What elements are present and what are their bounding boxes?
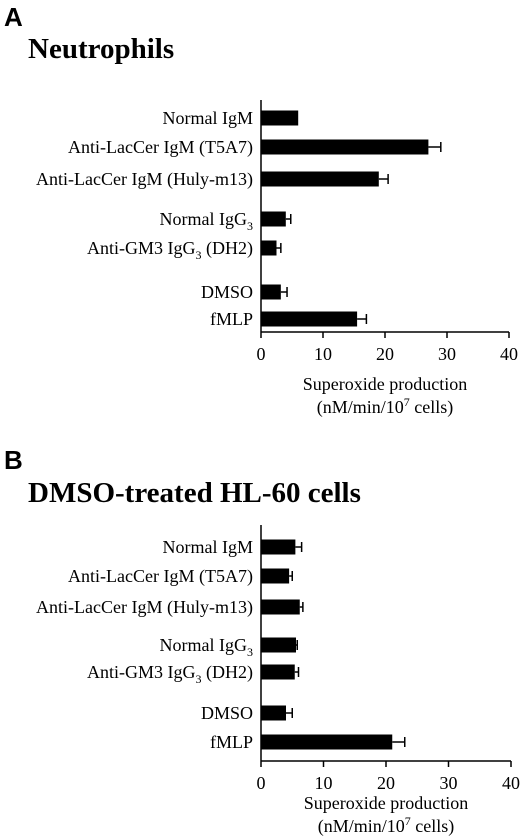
panel-a: A Neutrophils 0 10 20 30 40 Normal IgM Anti-La…: [4, 2, 518, 418]
category-label: Normal IgG3: [160, 635, 253, 659]
x-axis-units-pre: (nM/min/10: [318, 816, 405, 837]
panel-b: B DMSO-treated HL-60 cells 0 10 20 30 40 Norm…: [4, 445, 520, 837]
bar: [261, 599, 300, 615]
x-axis-units-superscript: 7: [404, 395, 410, 409]
category-label-text: DMSO: [201, 282, 253, 302]
chart-title: DMSO-treated HL-60 cells: [28, 477, 361, 509]
category-label: Anti-LacCer IgM (Huly-m13): [36, 169, 253, 190]
category-label-text: Anti-GM3 IgG: [87, 662, 196, 682]
x-tick-label: 40: [500, 344, 518, 364]
x-tick-label: 10: [315, 773, 333, 793]
category-label-text: Normal IgG: [160, 635, 247, 655]
category-label: fMLP: [210, 309, 253, 329]
x-tick-label: 30: [438, 344, 456, 364]
category-label: Anti-LacCer IgM (T5A7): [68, 566, 253, 587]
category-label-subscript: 3: [196, 248, 202, 262]
category-label: Normal IgM: [163, 108, 253, 128]
bar: [261, 664, 295, 680]
bar: [261, 110, 299, 126]
category-label-subscript: 3: [196, 672, 202, 686]
x-axis-title: Superoxide production: [304, 793, 468, 813]
bar: [261, 568, 290, 584]
category-label: Anti-GM3 IgG3 (DH2): [87, 662, 253, 686]
category-label-subscript: 3: [247, 219, 253, 233]
x-tick-label: 0: [257, 773, 266, 793]
x-tick-label: 40: [502, 773, 520, 793]
bar: [261, 284, 281, 300]
bar: [261, 171, 379, 187]
category-label-text: Anti-LacCer IgM (T5A7): [68, 137, 253, 158]
category-label: Anti-LacCer IgM (Huly-m13): [36, 597, 253, 618]
x-axis-units: (nM/min/107 cells): [318, 814, 455, 837]
bar: [261, 240, 277, 256]
x-axis-units-post: cells): [410, 397, 453, 418]
x-axis-units-pre: (nM/min/10: [317, 397, 404, 418]
x-axis-title: Superoxide production: [303, 374, 467, 394]
category-label: Anti-GM3 IgG3 (DH2): [87, 238, 253, 262]
x-tick-label: 20: [376, 344, 394, 364]
category-label: Normal IgG3: [160, 209, 253, 233]
category-label-text: fMLP: [210, 309, 253, 329]
category-label: DMSO: [201, 703, 253, 723]
category-label-text: Anti-LacCer IgM (Huly-m13): [36, 169, 253, 190]
category-label-text: Normal IgM: [163, 108, 253, 128]
bar: [261, 637, 296, 653]
bar: [261, 311, 358, 327]
panel-label: B: [4, 445, 23, 475]
x-tick-label: 0: [257, 344, 266, 364]
x-tick-label: 20: [377, 773, 395, 793]
category-label: Anti-LacCer IgM (T5A7): [68, 137, 253, 158]
category-label-text: Anti-LacCer IgM (Huly-m13): [36, 597, 253, 618]
category-label-text: Normal IgG: [160, 209, 247, 229]
category-label: Normal IgM: [163, 537, 253, 557]
x-tick-label: 30: [440, 773, 458, 793]
panel-label: A: [4, 2, 23, 32]
chart-title: Neutrophils: [28, 33, 174, 65]
x-axis-units: (nM/min/107 cells): [317, 395, 454, 418]
category-label-text: Anti-GM3 IgG: [87, 238, 196, 258]
category-label-text: fMLP: [210, 732, 253, 752]
category-label-text: Normal IgM: [163, 537, 253, 557]
bar: [261, 734, 393, 750]
bar: [261, 139, 429, 155]
category-label-suffix: (DH2): [202, 662, 254, 683]
category-label-subscript: 3: [247, 645, 253, 659]
bar: [261, 211, 286, 227]
category-label-suffix: (DH2): [202, 238, 254, 259]
bar: [261, 539, 296, 555]
x-tick-label: 10: [314, 344, 332, 364]
x-axis-units-post: cells): [411, 816, 454, 837]
x-axis-units-superscript: 7: [405, 814, 411, 828]
category-label: DMSO: [201, 282, 253, 302]
bar: [261, 705, 286, 721]
category-label-text: Anti-LacCer IgM (T5A7): [68, 566, 253, 587]
category-label-text: DMSO: [201, 703, 253, 723]
category-label: fMLP: [210, 732, 253, 752]
